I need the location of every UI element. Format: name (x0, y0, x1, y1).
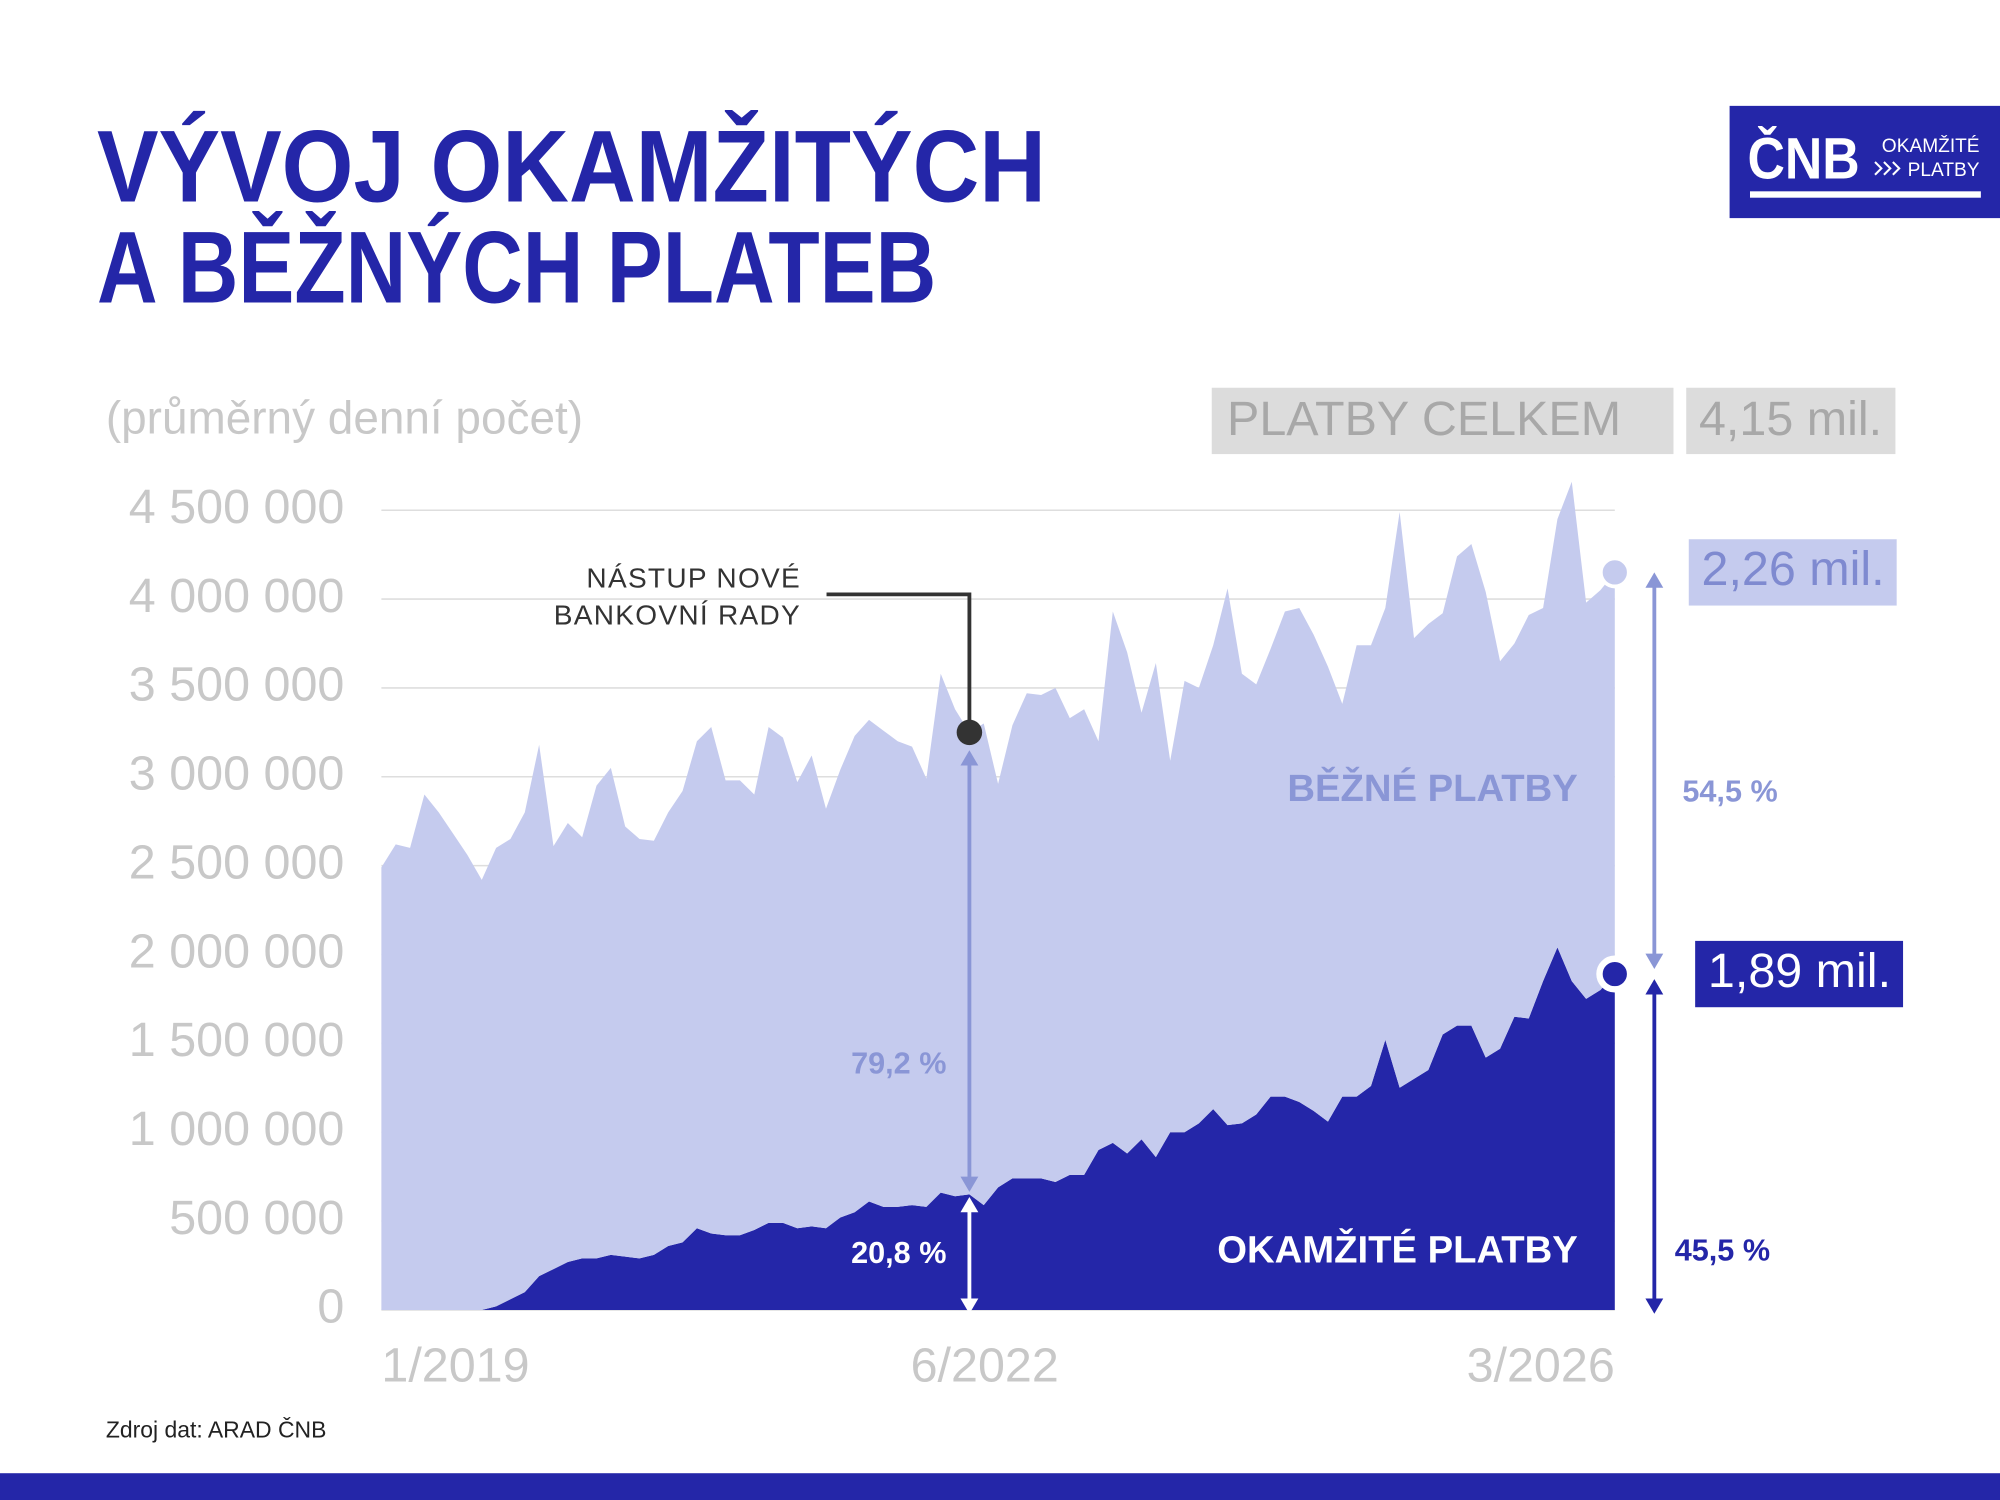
logo-underline (1750, 191, 1981, 198)
share-arrow (960, 1196, 979, 1314)
plot: 0 500 000 1 000 000 1 500 000 2 000 000 2 500… (129, 480, 1904, 1392)
share-label: 79,2 % (851, 1047, 946, 1081)
event-leader (826, 592, 972, 733)
chevron (1892, 161, 1901, 176)
logo-text: OKAMŽITÉ (1882, 136, 1980, 157)
event-label: NÁSTUP NOVÉ (586, 563, 801, 594)
x-tick-label: 1/2019 (381, 1338, 529, 1392)
x-tick-label: 6/2022 (911, 1338, 1059, 1392)
arrow-head (1645, 953, 1664, 969)
y-axis-label: (průměrný denní počet) (106, 392, 583, 444)
end-point (1598, 556, 1631, 589)
arrow-head (960, 1196, 979, 1213)
arrow-head (960, 1176, 979, 1192)
total-label: PLATBY CELKEM (1227, 392, 1621, 446)
title-line: A BĚŽNÝCH PLATEB (97, 210, 936, 324)
event-point (956, 719, 983, 746)
total-label-box (1211, 387, 1674, 455)
y-tick-label: 0 (317, 1280, 344, 1334)
arrow-head (960, 1298, 979, 1314)
source: Zdroj dat: ARAD ČNB (106, 1417, 327, 1443)
arrow-head (1645, 572, 1664, 588)
footer-band (0, 1473, 2000, 1500)
logo: ČNB OKAMŽITÉ PLATBY (1729, 105, 2000, 219)
arrow-head (960, 750, 979, 766)
x-tick-label: 3/2026 (1467, 1338, 1615, 1392)
value-label-box (1688, 539, 1897, 606)
logo-text: PLATBY (1908, 160, 1980, 181)
value-label: 1,89 mil. (1708, 944, 1891, 998)
y-tick-label: 4 000 000 (129, 569, 345, 623)
value-label: 2,26 mil. (1702, 542, 1885, 596)
title-line: VÝVOJ OKAMŽITÝCH (97, 110, 1046, 224)
chevron (1883, 161, 1892, 176)
area (381, 947, 1615, 1310)
y-tick-label: 1 000 000 (129, 1102, 345, 1156)
event-label: BANKOVNÍ RADY (554, 600, 801, 631)
total-value: 4,15 mil. (1699, 392, 1882, 446)
chevron (1874, 161, 1883, 176)
y-tick-label: 500 000 (169, 1191, 344, 1245)
end-point (1596, 955, 1634, 993)
arrow-head (1645, 1298, 1664, 1314)
logo-mark: ČNB (1747, 125, 1859, 192)
y-tick-label: 3 000 000 (129, 747, 345, 801)
share-label: 45,5 % (1675, 1234, 1770, 1268)
arrow-head (1645, 979, 1664, 995)
total-value-box (1686, 387, 1896, 455)
share-label: 20,8 % (851, 1236, 946, 1270)
y-tick-label: 2 500 000 (129, 835, 345, 889)
series-label: BĚŽNÉ PLATBY (1287, 766, 1577, 810)
share-arrow (960, 750, 979, 1192)
share-arrow (1645, 572, 1664, 969)
share-arrow (1645, 979, 1664, 1314)
y-tick-label: 3 500 000 (129, 658, 345, 712)
logo-box (1729, 105, 2000, 219)
value-label-box (1695, 940, 1904, 1008)
area (381, 481, 1615, 1310)
y-tick-label: 2 000 000 (129, 924, 345, 978)
logo-chevrons (1874, 161, 1901, 176)
share-label: 54,5 % (1682, 774, 1777, 808)
y-tick-label: 1 500 000 (129, 1013, 345, 1067)
series-label: OKAMŽITÉ PLATBY (1217, 1228, 1578, 1272)
y-tick-label: 4 500 000 (129, 480, 345, 534)
